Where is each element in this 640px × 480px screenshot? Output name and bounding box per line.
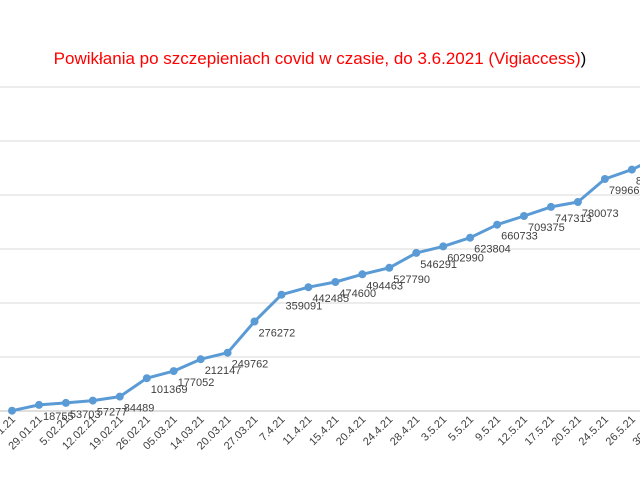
data-point xyxy=(277,290,286,299)
data-label: 780073 xyxy=(582,208,619,220)
data-label: 527790 xyxy=(393,274,430,286)
data-label: 862 xyxy=(636,176,640,188)
data-point xyxy=(573,198,582,206)
data-point xyxy=(250,317,259,326)
data-point xyxy=(331,278,340,286)
data-label: 602990 xyxy=(447,252,484,264)
data-label: 494463 xyxy=(366,280,403,292)
chart-title: Powikłania po szczepieniach covid w czas… xyxy=(54,49,587,68)
data-label: 546291 xyxy=(420,259,457,271)
data-label: 660733 xyxy=(501,231,538,243)
data-point xyxy=(35,400,43,409)
data-point xyxy=(412,248,421,257)
data-label: 359091 xyxy=(286,301,323,313)
data-label: 747313 xyxy=(555,213,592,225)
data-label: 18755 xyxy=(43,411,74,423)
data-point xyxy=(600,175,609,183)
data-point xyxy=(304,283,313,292)
chart-title-paren: ) xyxy=(581,49,587,68)
data-point xyxy=(61,398,70,407)
data-point xyxy=(88,396,97,405)
data-label: 709375 xyxy=(528,222,565,234)
data-point xyxy=(115,392,124,401)
data-point xyxy=(169,367,178,376)
chart-title-text: Powikłania po szczepieniach covid w czas… xyxy=(54,49,581,68)
x-tick-label: 3.5.21 xyxy=(419,414,449,444)
series-line xyxy=(10,164,640,413)
data-point xyxy=(223,348,232,357)
x-tick-labels: 22.01.2129.01.215.02.2112.02.2119.02.212… xyxy=(0,414,640,453)
data-point xyxy=(8,406,16,415)
data-label: 101369 xyxy=(151,384,188,396)
data-label: 212147 xyxy=(205,365,242,377)
data-point xyxy=(520,212,528,220)
data-label: 249762 xyxy=(232,359,269,371)
data-label: 84489 xyxy=(124,403,155,415)
data-label: 474600 xyxy=(339,288,376,300)
gridlines xyxy=(0,86,640,412)
x-tick-label: 28.4.21 xyxy=(388,414,422,448)
series-markers xyxy=(8,165,636,415)
data-point xyxy=(547,202,555,211)
data-point xyxy=(466,233,475,242)
x-tick-label: 5.5.21 xyxy=(446,414,476,444)
data-point xyxy=(439,242,448,251)
data-point xyxy=(385,263,394,272)
data-label: 177052 xyxy=(178,377,215,389)
data-label: 442485 xyxy=(312,293,349,305)
data-point xyxy=(627,165,636,174)
data-label: 623804 xyxy=(474,244,511,256)
data-point xyxy=(493,220,502,229)
data-point xyxy=(358,270,367,279)
data-point xyxy=(142,374,151,383)
data-point xyxy=(196,355,205,364)
data-label: 276272 xyxy=(259,328,296,340)
data-label: 53703 xyxy=(70,409,101,421)
data-label: 57277 xyxy=(97,407,128,419)
